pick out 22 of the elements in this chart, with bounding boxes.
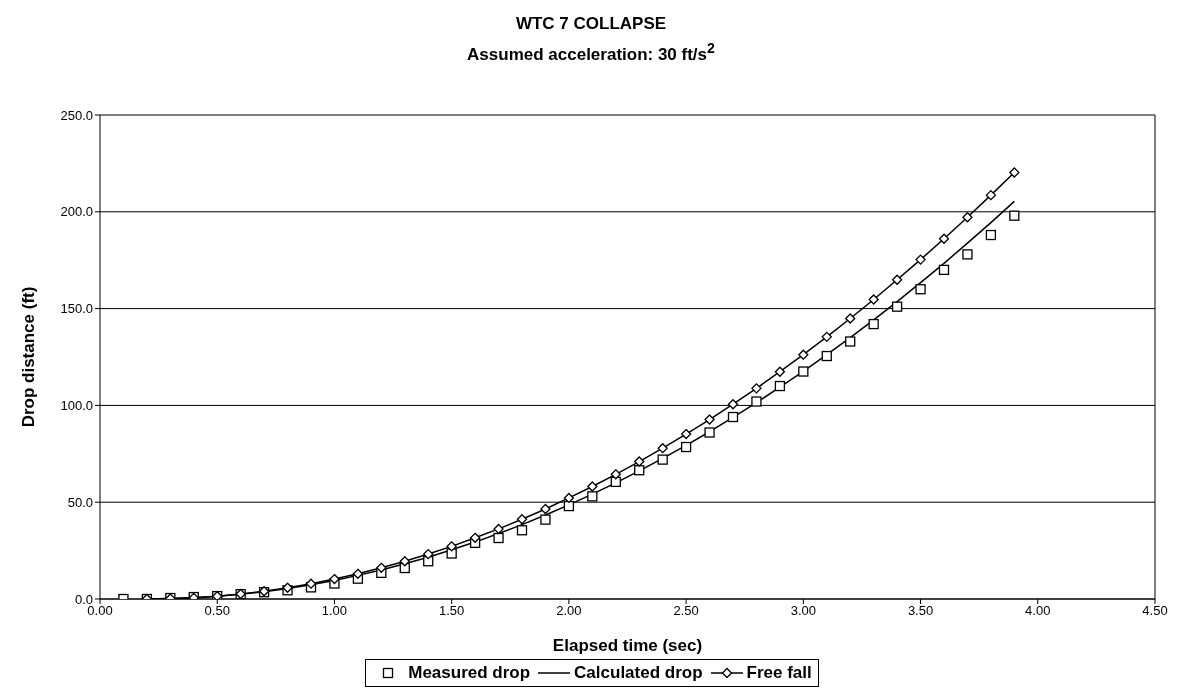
x-tick-label: 4.00 bbox=[1025, 602, 1051, 618]
x-tick-label: 3.50 bbox=[907, 602, 934, 618]
x-tick-label: 1.50 bbox=[439, 602, 465, 618]
y-tick-label: 150.0 bbox=[60, 300, 93, 316]
x-tick-label: 0.50 bbox=[204, 602, 230, 618]
legend-label: Measured drop bbox=[407, 662, 531, 683]
x-axis-title: Elapsed time (sec) bbox=[552, 635, 703, 655]
y-tick-label: 250.0 bbox=[60, 107, 93, 123]
x-tick-label: 1.00 bbox=[321, 602, 348, 618]
chart-subtitle: Assumed acceleration: 30 ft/s$^{2}$ bbox=[466, 39, 716, 66]
y-tick-label: 200.0 bbox=[60, 204, 93, 220]
x-tick-label: 3.00 bbox=[790, 602, 816, 618]
y-axis-title: Drop distance (ft) bbox=[19, 286, 39, 428]
y-tick-label: 0.0 bbox=[74, 591, 93, 607]
y-tick-label: 50.0 bbox=[67, 494, 93, 510]
legend-label: Free fall bbox=[745, 662, 812, 683]
y-tick-label: 100.0 bbox=[60, 397, 93, 413]
legend-label: Calculated drop bbox=[573, 662, 703, 683]
chart-title: WTC 7 COLLAPSE bbox=[514, 13, 668, 35]
x-tick-label: 4.50 bbox=[1142, 602, 1168, 618]
x-tick-label: 2.50 bbox=[673, 602, 699, 618]
x-tick-label: 2.00 bbox=[556, 602, 582, 618]
